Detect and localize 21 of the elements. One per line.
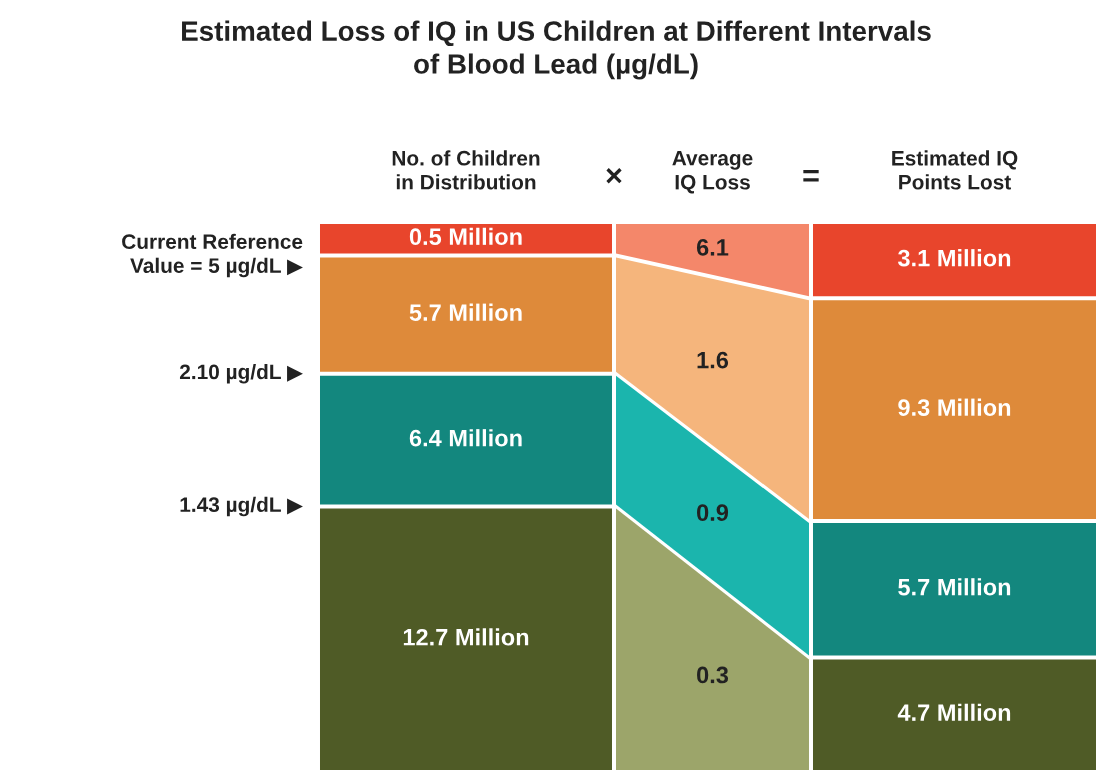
data-label: 4.7 Million: [897, 703, 1011, 722]
text: ×: [606, 168, 622, 184]
data-label: 6.4 Million: [409, 429, 522, 447]
text: =: [803, 170, 819, 182]
data-label: 0.9: [697, 504, 729, 521]
text: Current Reference Value = 5 µg/dL ▶: [122, 233, 303, 278]
data-label: 3.1 Million: [897, 249, 1011, 267]
data-label: 12.7 Million: [403, 628, 529, 646]
category-label: Average IQ Loss: [672, 150, 753, 194]
text: 1.43 µg/dL ▶: [180, 496, 303, 517]
text: 2.10 µg/dL ▶: [179, 363, 303, 384]
data-label: 1.6: [697, 351, 729, 369]
category-label: No. of Children in Distribution: [392, 150, 540, 190]
data-label: 9.3 Million: [898, 398, 1011, 416]
data-label: 0.5 Million: [409, 227, 522, 246]
data-label: 0.3: [697, 666, 729, 684]
data-label: 5.7 Million: [409, 303, 522, 321]
text: Estimated Loss of IQ in US Children at Different Intervals of Blood Lead (µg/dL): [182, 20, 931, 80]
data-label: 6.1: [696, 239, 729, 256]
category-label: Estimated IQ Points Lost: [892, 150, 1018, 190]
data-label: 5.7 Million: [898, 578, 1011, 596]
